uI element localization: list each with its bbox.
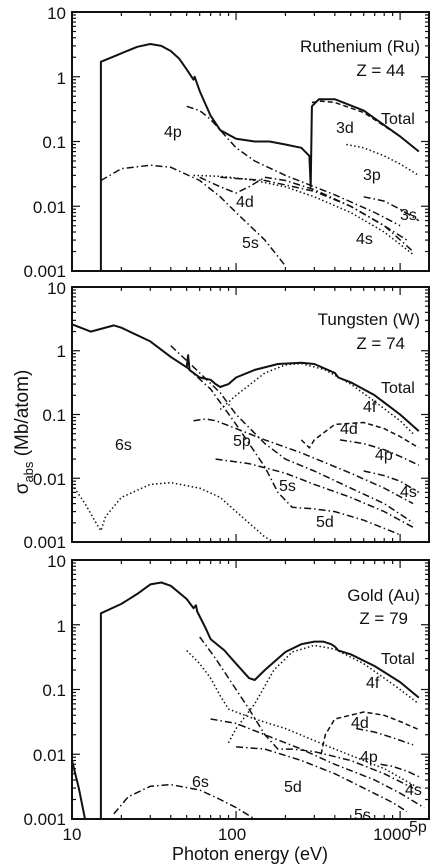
grid-ticks	[71, 559, 429, 820]
series-line-5s	[236, 746, 408, 813]
series-label-5s: 5s	[354, 807, 371, 824]
series-label-4d: 4d	[351, 715, 369, 732]
series-line-4d	[300, 421, 420, 449]
series-label-total: Total	[381, 380, 415, 397]
series-layer	[72, 323, 420, 542]
y-tick-label: 1	[57, 617, 66, 636]
series-label-4f: 4f	[366, 675, 380, 692]
grid-ticks	[71, 11, 429, 272]
panel-title: Ruthenium (Ru)	[300, 37, 420, 56]
series-line-unlabeled-8	[193, 174, 414, 256]
series-line-6s	[113, 783, 256, 819]
series-label-5d: 5d	[316, 514, 334, 531]
series-label-4p: 4p	[375, 447, 393, 464]
series-line-5s	[100, 164, 286, 267]
series-line-5p	[210, 718, 425, 809]
y-tick-label: 0.001	[23, 810, 66, 829]
series-line-4s	[220, 176, 408, 241]
x-tick-label: 10	[63, 825, 82, 844]
series-line-unlabeled-10	[72, 760, 86, 819]
y-tick-label: 0.01	[33, 198, 66, 217]
series-line-5d	[186, 366, 401, 536]
series-label-3p: 3p	[363, 167, 381, 184]
y-tick-label: 0.1	[42, 406, 66, 425]
series-label-6s: 6s	[115, 437, 132, 454]
series-line-total	[72, 43, 420, 271]
y-tick-label: 0.001	[23, 533, 66, 552]
series-line-4d	[199, 176, 414, 253]
panel-title: Tungsten (W)	[318, 310, 420, 329]
y-tick-label: 1	[57, 69, 66, 88]
series-label-5p: 5p	[233, 433, 251, 450]
series-label-total: Total	[381, 651, 415, 668]
series-line-total	[99, 581, 420, 819]
series-line-unlabeled-9	[186, 649, 420, 789]
series-line-total	[72, 323, 420, 432]
panel-tungsten: 10 1 0.1 0.01 0.001 Tungsten (W) Z = 74 …	[23, 279, 430, 552]
series-label-6s: 6s	[192, 774, 209, 791]
series-label-4f: 4f	[363, 399, 377, 416]
series-line-4p	[186, 105, 401, 227]
y-tick-label: 0.001	[23, 262, 66, 281]
series-label-5d: 5d	[284, 779, 302, 796]
series-label-4s: 4s	[400, 484, 417, 501]
series-line-3p	[346, 143, 420, 177]
series-label-5s: 5s	[242, 235, 259, 252]
panel-gold: 10 1 0.1 0.01 0.001 10 100 1000 Gold (Au…	[23, 552, 430, 844]
y-tick-label: 0.01	[33, 746, 66, 765]
series-label-5s: 5s	[279, 478, 296, 495]
x-tick-label: 1000	[373, 825, 411, 844]
series-label-4s: 4s	[405, 782, 422, 799]
series-line-5s	[215, 458, 414, 528]
series-line-4f	[219, 362, 414, 435]
series-line-4f	[227, 644, 420, 744]
y-tick-label: 10	[47, 279, 66, 298]
series-line-6s	[72, 481, 275, 542]
series-line-5d	[199, 636, 414, 789]
series-label-4p: 4p	[164, 124, 182, 141]
series-label-4s: 4s	[356, 231, 373, 248]
panel-subtitle: Z = 74	[356, 334, 405, 353]
y-tick-label: 1	[57, 342, 66, 361]
x-tick-label: 100	[218, 825, 246, 844]
y-tick-label: 10	[47, 552, 66, 571]
series-label-5p: 5p	[409, 819, 427, 836]
series-label-3s: 3s	[400, 207, 417, 224]
series-line-5p	[170, 345, 414, 524]
panel-subtitle: Z = 44	[356, 61, 405, 80]
series-label-4p: 4p	[360, 749, 378, 766]
series-line-4s	[363, 470, 420, 494]
series-line-4p	[356, 727, 414, 746]
series-line-3s	[363, 196, 420, 222]
panel-title: Gold (Au)	[347, 586, 420, 605]
series-label-4d: 4d	[340, 421, 358, 438]
y-tick-label: 0.01	[33, 470, 66, 489]
series-layer	[72, 43, 420, 271]
y-tick-label: 0.1	[42, 681, 66, 700]
series-label-total: Total	[381, 111, 415, 128]
series-layer	[72, 581, 425, 819]
series-line-4p	[339, 439, 420, 466]
series-label-3d: 3d	[336, 120, 354, 137]
series-label-4d: 4d	[236, 194, 254, 211]
panel-ruthenium: 10 1 0.1 0.01 0.001 Ruthenium (Ru) Z = 4…	[23, 4, 430, 281]
y-tick-label: 10	[47, 4, 66, 23]
y-tick-label: 0.1	[42, 133, 66, 152]
series-line-4d	[320, 711, 420, 755]
panel-subtitle: Z = 79	[359, 609, 408, 628]
y-axis-label: σabs (Mb/atom)	[12, 370, 36, 495]
series-line-4s	[380, 763, 420, 778]
x-axis-label: Photon energy (eV)	[172, 844, 328, 864]
series-line-unlabeled-9	[193, 418, 414, 505]
